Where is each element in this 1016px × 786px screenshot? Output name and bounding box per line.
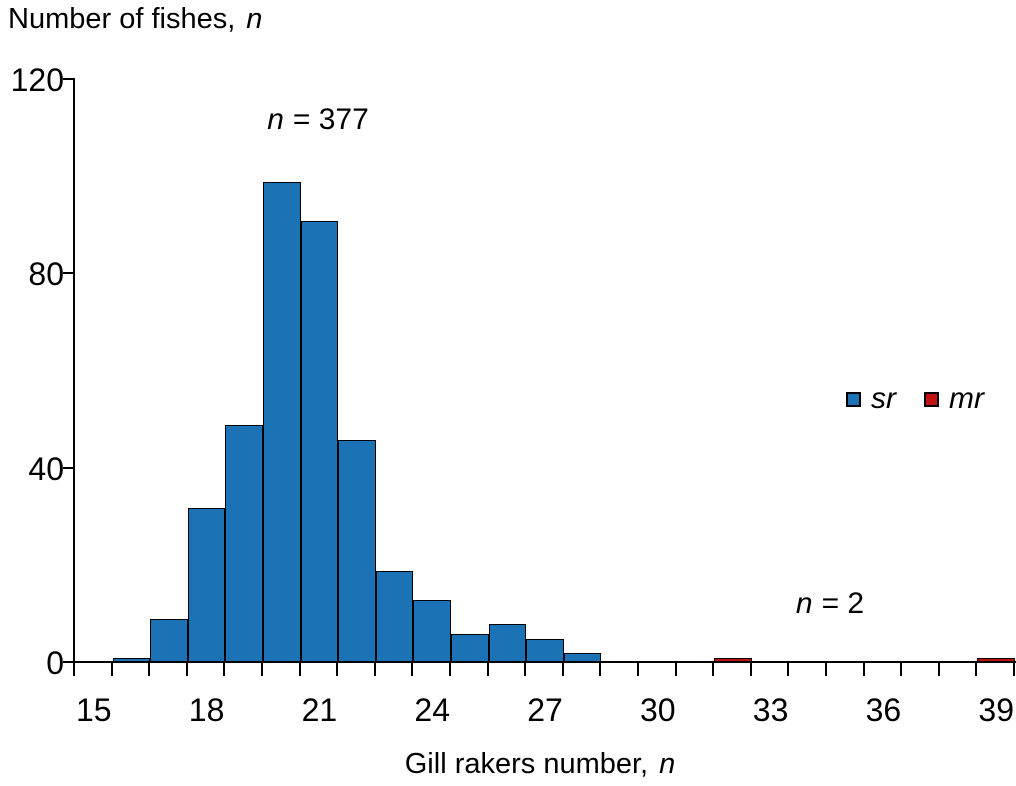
x-tick	[411, 663, 414, 676]
legend-label-sr: sr	[871, 382, 896, 415]
annotation-sr-rest: = 377	[292, 103, 369, 136]
bar-sr-20	[263, 182, 301, 663]
x-tick-label: 15	[76, 692, 112, 728]
legend: sr mr	[846, 383, 984, 415]
x-tick-label: 39	[978, 692, 1014, 728]
annotation-mr-var: n	[795, 587, 813, 620]
x-tick-label: 36	[865, 692, 902, 728]
x-tick	[787, 663, 790, 676]
x-axis-title-text: Gill rakers number,	[404, 748, 649, 780]
x-tick	[185, 663, 188, 676]
legend-entry-mr: mr	[924, 384, 984, 414]
x-tick-label: 27	[527, 692, 563, 728]
x-tick	[110, 663, 113, 676]
x-tick	[486, 663, 489, 676]
x-tick-label: 30	[640, 692, 676, 728]
x-tick-label: 24	[414, 692, 450, 728]
x-axis-title: Gill rakers number, n	[405, 748, 676, 781]
x-tick	[449, 663, 451, 676]
x-tick	[298, 663, 301, 676]
bar-sr-26	[488, 624, 527, 663]
x-tick	[599, 663, 602, 676]
annotation-sr-var: n	[267, 103, 284, 136]
x-tick	[900, 663, 903, 676]
chart-title-var: n	[246, 3, 263, 35]
bar-sr-18	[187, 507, 226, 663]
x-tick	[712, 663, 715, 676]
bar-sr-24	[413, 599, 451, 663]
legend-label-mr: mr	[949, 382, 984, 415]
x-tick-label: 21	[301, 692, 338, 728]
x-tick	[825, 663, 827, 676]
x-tick	[336, 663, 339, 676]
bar-sr-17	[150, 619, 188, 663]
y-tick-label: 120	[10, 62, 64, 98]
bar-sr-27	[526, 638, 564, 663]
bar-sr-21	[300, 220, 339, 663]
x-tick	[749, 663, 752, 676]
x-tick	[261, 663, 263, 676]
y-tick	[63, 272, 75, 275]
y-tick-label: 0	[46, 645, 64, 681]
legend-swatch-mr	[924, 391, 939, 407]
x-tick	[1013, 663, 1015, 676]
legend-entry-sr: sr	[846, 384, 896, 414]
bar-sr-19	[225, 424, 263, 663]
x-tick	[73, 663, 75, 676]
x-tick	[223, 663, 226, 676]
y-tick	[63, 78, 75, 80]
chart-title: Number of fishes, n	[8, 3, 262, 36]
y-tick	[63, 661, 75, 663]
annotation-mr-rest: = 2	[821, 587, 865, 620]
x-tick	[674, 663, 677, 676]
y-tick	[63, 466, 75, 469]
x-tick	[524, 663, 527, 676]
chart-title-text: Number of fishes,	[8, 3, 236, 35]
bar-sr-23	[375, 570, 414, 663]
annotation-sr-count: n = 377	[267, 103, 369, 137]
x-axis-line	[73, 661, 1016, 663]
annotation-mr-count: n = 2	[796, 587, 864, 621]
x-tick	[862, 663, 865, 676]
y-axis-line	[73, 80, 75, 663]
x-tick	[561, 663, 564, 676]
bar-sr-22	[338, 439, 376, 663]
x-axis-title-var: n	[659, 748, 676, 780]
x-tick	[373, 663, 376, 676]
y-tick-label: 80	[28, 256, 64, 293]
x-tick	[975, 663, 978, 676]
x-tick	[937, 663, 940, 676]
x-tick	[148, 663, 151, 676]
y-tick-label: 40	[28, 450, 64, 487]
x-tick-label: 33	[752, 692, 789, 728]
x-tick	[637, 663, 639, 676]
legend-swatch-sr	[846, 391, 861, 407]
bar-sr-25	[451, 633, 489, 663]
x-tick-label: 18	[188, 692, 225, 728]
